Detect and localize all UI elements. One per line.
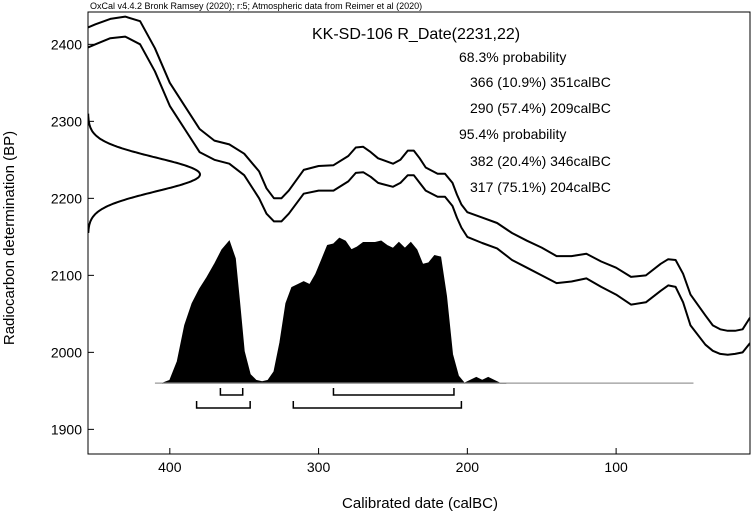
y-tick-label: 2100 bbox=[51, 267, 82, 283]
posterior-distribution bbox=[161, 237, 507, 384]
x-axis-label: Calibrated date (calBC) bbox=[342, 495, 498, 512]
x-tick-label: 200 bbox=[456, 459, 480, 475]
y-tick-label: 2300 bbox=[51, 113, 82, 129]
range-68-second: 290 (57.4%) 209calBC bbox=[470, 100, 611, 116]
y-axis-label: Radiocarbon determination (BP) bbox=[1, 131, 18, 345]
x-axis-ticks: 400 300 200 100 bbox=[158, 448, 628, 475]
x-tick-label: 300 bbox=[307, 459, 331, 475]
y-tick-label: 2400 bbox=[51, 36, 82, 52]
y-axis-ticks: 1900 2000 2100 2200 2300 2400 bbox=[51, 36, 94, 437]
plot-frame bbox=[87, 11, 751, 455]
y-tick-label: 2000 bbox=[51, 344, 82, 360]
range-bar-68 bbox=[332, 388, 455, 396]
range-68-first: 366 (10.9%) 351calBC bbox=[470, 74, 611, 90]
y-tick-label: 1900 bbox=[51, 421, 82, 437]
chart-marks bbox=[88, 15, 750, 409]
radiocarbon-distribution bbox=[88, 113, 202, 233]
chart-header: OxCal v4.4.2 Bronk Ramsey (2020); r:5; A… bbox=[90, 1, 422, 11]
x-tick-label: 400 bbox=[158, 459, 182, 475]
range-bar-68 bbox=[219, 388, 244, 396]
x-tick-label: 100 bbox=[604, 459, 628, 475]
range-heading-95: 95.4% probability bbox=[459, 126, 566, 142]
chart-title: KK-SD-106 R_Date(2231,22) bbox=[312, 26, 520, 43]
calibration-curve-lower bbox=[88, 35, 750, 356]
range-95-first: 382 (20.4%) 346calBC bbox=[470, 153, 611, 169]
range-95-second: 317 (75.1%) 204calBC bbox=[470, 179, 611, 195]
calibration-curve-upper bbox=[88, 15, 750, 332]
range-bar-95 bbox=[292, 401, 463, 409]
y-tick-label: 2200 bbox=[51, 190, 82, 206]
range-heading-68: 68.3% probability bbox=[459, 49, 566, 65]
range-bar-95 bbox=[195, 401, 251, 409]
probability-ranges: 68.3% probability 366 (10.9%) 351calBC 2… bbox=[459, 49, 611, 195]
